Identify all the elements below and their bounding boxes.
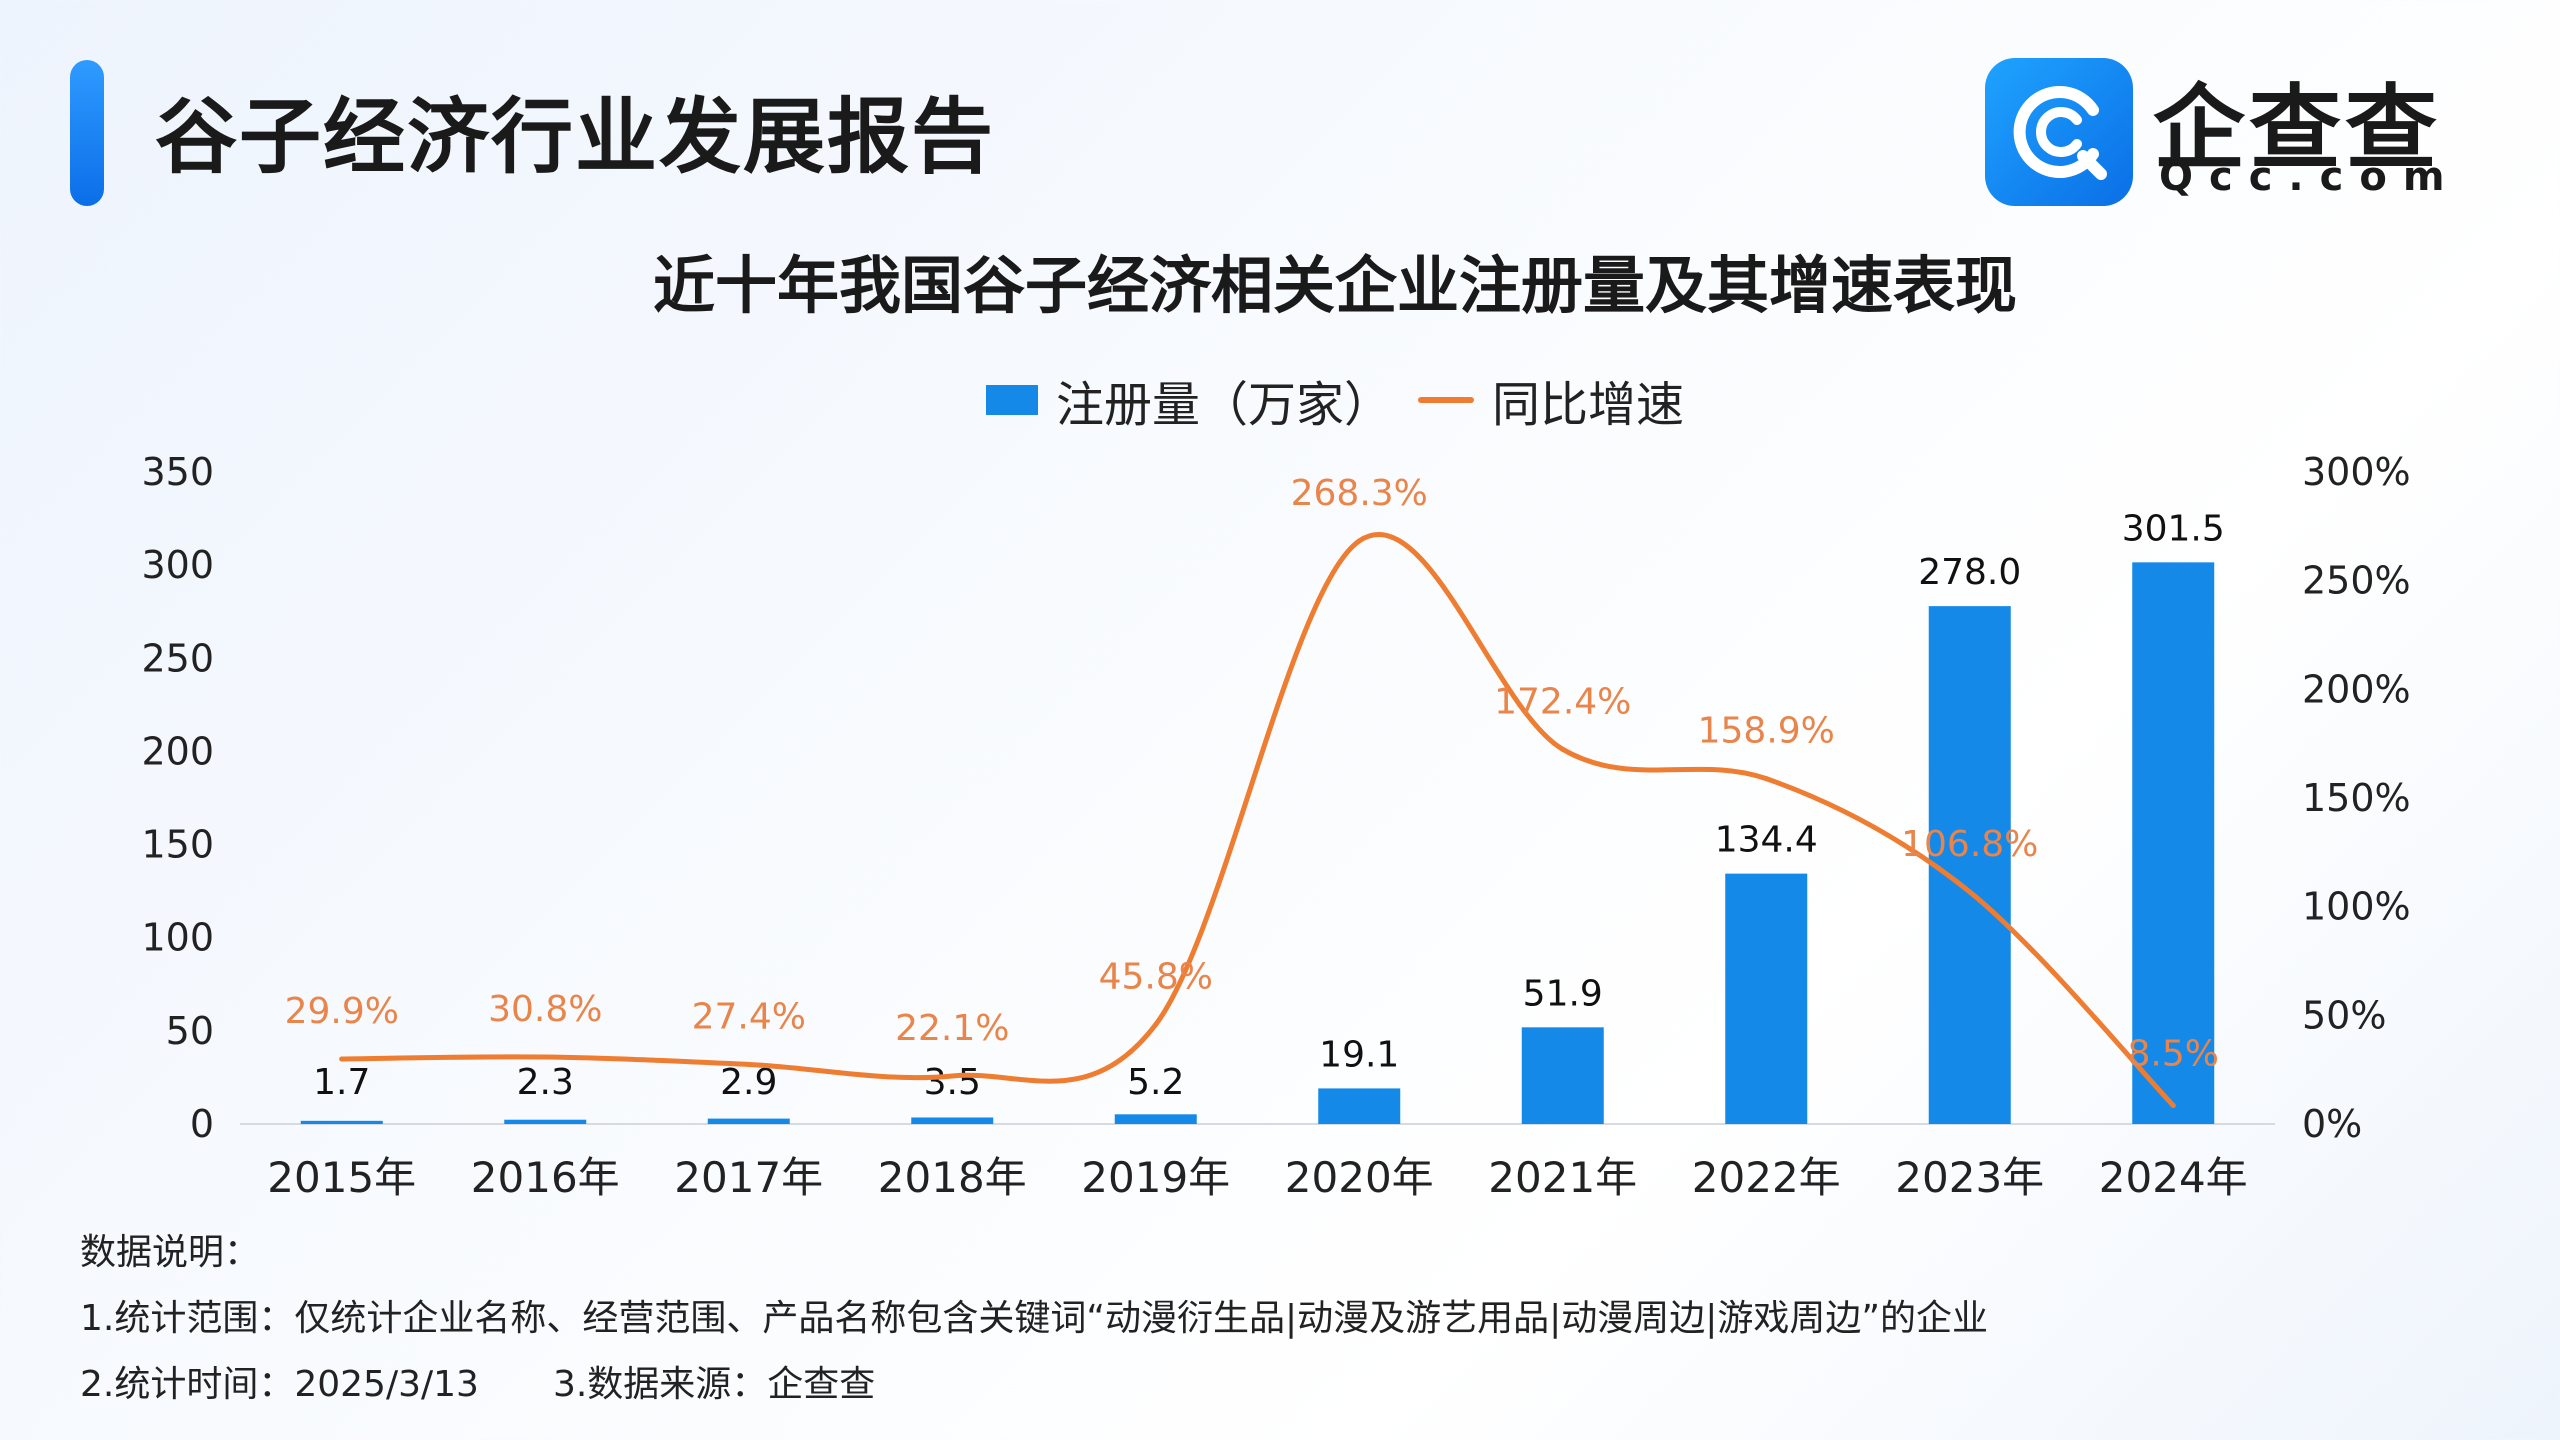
bar bbox=[1928, 606, 2011, 1124]
logo-name: 企查查 bbox=[2153, 75, 2442, 182]
y-right-tick-label: 100% bbox=[2302, 885, 2411, 929]
y-right-tick-label: 150% bbox=[2302, 776, 2411, 820]
notes-scope: 1.统计范围：仅统计企业名称、经营范围、产品名称包含关键词“动漫衍生品|动漫及游… bbox=[80, 1298, 1989, 1339]
y-left-tick-label: 50 bbox=[166, 1009, 214, 1053]
y-left-tick-label: 300 bbox=[141, 543, 214, 587]
growth-point bbox=[746, 1061, 752, 1067]
growth-point bbox=[1153, 1021, 1159, 1027]
x-tick-label: 2020年 bbox=[1285, 1153, 1434, 1202]
bar bbox=[2132, 562, 2215, 1124]
bar-value-label: 134.4 bbox=[1715, 820, 1818, 861]
growth-line bbox=[339, 532, 2176, 1109]
chart-title: 近十年我国谷子经济相关企业注册量及其增速表现 bbox=[652, 249, 2017, 322]
growth-point bbox=[339, 1056, 345, 1062]
bar bbox=[504, 1119, 587, 1124]
y-left-tick-label: 250 bbox=[141, 636, 214, 680]
growth-value-label: 8.5% bbox=[2128, 1034, 2219, 1075]
bar-value-label: 5.2 bbox=[1127, 1062, 1184, 1103]
page-title: 谷子经济行业发展报告 bbox=[155, 90, 996, 185]
growth-value-label: 172.4% bbox=[1494, 681, 1631, 722]
notes-time-source: 2.统计时间：2025/3/13 3.数据来源：企查查 bbox=[80, 1352, 1988, 1418]
y-left-tick-label: 150 bbox=[141, 823, 214, 867]
bar-value-label: 278.0 bbox=[1918, 552, 2021, 593]
growth-value-label: 22.1% bbox=[895, 1008, 1009, 1049]
y-left-tick-label: 0 bbox=[190, 1102, 214, 1146]
x-tick-label: 2016年 bbox=[471, 1153, 620, 1202]
bar-value-label: 1.7 bbox=[313, 1062, 370, 1103]
title-accent-bar bbox=[70, 60, 104, 206]
bar-value-label: 2.3 bbox=[517, 1062, 574, 1103]
data-notes: 数据说明： 1.统计范围：仅统计企业名称、经营范围、产品名称包含关键词“动漫衍生… bbox=[80, 1220, 1988, 1418]
y-right-tick-label: 250% bbox=[2302, 559, 2411, 603]
x-tick-label: 2019年 bbox=[1081, 1153, 1230, 1202]
growth-value-label: 27.4% bbox=[692, 996, 806, 1037]
legend-label-bar: 注册量（万家） bbox=[1055, 377, 1392, 433]
bar-value-label: 19.1 bbox=[1319, 1034, 1399, 1075]
qcc-logo: 企查查 Qcc.com bbox=[1985, 58, 2485, 208]
growth-point bbox=[1967, 889, 1973, 895]
x-tick-label: 2022年 bbox=[1692, 1153, 1841, 1202]
growth-value-label: 158.9% bbox=[1698, 711, 1835, 752]
x-tick-label: 2021年 bbox=[1488, 1153, 1637, 1202]
y-left-tick-label: 100 bbox=[141, 916, 214, 960]
growth-point bbox=[1560, 746, 1566, 752]
bar bbox=[707, 1118, 790, 1124]
y-left-tick-label: 200 bbox=[141, 729, 214, 773]
qcc-logo-icon bbox=[1985, 58, 2133, 206]
growth-value-label: 29.9% bbox=[285, 991, 399, 1032]
legend-item-bar: 注册量（万家） bbox=[985, 365, 1392, 435]
x-tick-label: 2017年 bbox=[674, 1153, 823, 1202]
bar bbox=[1521, 1027, 1604, 1124]
growth-point bbox=[949, 1073, 955, 1079]
growth-point bbox=[2170, 1103, 2176, 1109]
bar bbox=[300, 1120, 383, 1124]
y-right-tick-label: 200% bbox=[2302, 667, 2411, 711]
bar bbox=[1725, 873, 1808, 1124]
x-tick-label: 2018年 bbox=[878, 1153, 1027, 1202]
y-right-tick-label: 300% bbox=[2302, 450, 2411, 494]
logo-domain: Qcc.com bbox=[2159, 154, 2461, 200]
x-tick-label: 2015年 bbox=[267, 1153, 416, 1202]
legend-swatch-line bbox=[1418, 397, 1474, 403]
bar-value-label: 301.5 bbox=[2122, 508, 2225, 549]
notes-time: 2.统计时间：2025/3/13 bbox=[80, 1364, 479, 1405]
x-tick-label: 2023年 bbox=[1895, 1153, 2044, 1202]
bar-value-label: 3.5 bbox=[924, 1062, 981, 1103]
chart-legend: 注册量（万家） 同比增速 bbox=[0, 365, 2560, 435]
x-tick-label: 2024年 bbox=[2099, 1153, 2248, 1202]
y-left-tick-label: 350 bbox=[141, 450, 214, 494]
growth-value-label: 30.8% bbox=[488, 989, 602, 1030]
notes-source: 3.数据来源：企查查 bbox=[552, 1364, 876, 1405]
bar-value-label: 51.9 bbox=[1523, 973, 1603, 1014]
growth-point bbox=[1763, 776, 1769, 782]
legend-label-line: 同比增速 bbox=[1492, 377, 1685, 433]
bar bbox=[1318, 1088, 1401, 1124]
growth-value-label: 45.8% bbox=[1099, 956, 1213, 997]
legend-swatch-bar bbox=[985, 385, 1038, 415]
bar bbox=[1114, 1114, 1197, 1124]
growth-point bbox=[1356, 538, 1362, 544]
growth-point bbox=[542, 1054, 548, 1060]
growth-value-label: 268.3% bbox=[1291, 473, 1428, 514]
y-right-tick-label: 0% bbox=[2302, 1102, 2362, 1146]
bar-value-label: 2.9 bbox=[720, 1062, 777, 1103]
notes-heading: 数据说明： bbox=[80, 1232, 261, 1273]
growth-value-label: 106.8% bbox=[1901, 824, 2038, 865]
bar bbox=[911, 1117, 994, 1124]
legend-item-line: 同比增速 bbox=[1418, 365, 1684, 435]
y-right-tick-label: 50% bbox=[2302, 993, 2386, 1037]
